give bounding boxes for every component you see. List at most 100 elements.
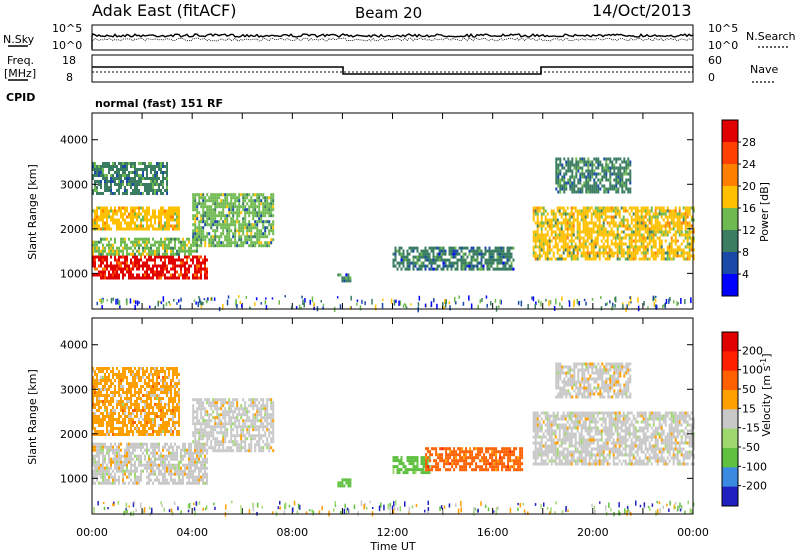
echo-cell bbox=[270, 196, 273, 200]
echo-cell bbox=[506, 267, 509, 271]
echo-cell bbox=[160, 385, 162, 388]
echo-cell bbox=[150, 258, 152, 262]
echo-cell bbox=[272, 193, 275, 197]
echo-cell bbox=[561, 184, 564, 188]
echo-cell bbox=[96, 382, 98, 385]
echo-cell bbox=[610, 239, 613, 243]
echo-cell bbox=[178, 445, 180, 449]
echo-cell bbox=[160, 215, 162, 219]
echo-cell bbox=[571, 184, 574, 188]
echo-cell bbox=[160, 192, 162, 195]
echo-cell bbox=[124, 433, 126, 436]
echo-cell bbox=[160, 273, 162, 277]
echo-cell bbox=[672, 254, 675, 258]
echo-cell bbox=[258, 229, 261, 233]
echo-cell bbox=[94, 267, 96, 271]
echo-cell bbox=[250, 202, 253, 206]
echo-cell bbox=[132, 445, 134, 449]
echo-cell bbox=[152, 481, 154, 485]
echo-cell bbox=[132, 370, 134, 373]
echo-cell bbox=[150, 457, 152, 461]
echo-cell bbox=[555, 175, 558, 179]
echo-cell bbox=[656, 212, 659, 216]
echo-cell bbox=[108, 171, 110, 174]
echo-cell bbox=[136, 215, 138, 219]
echo-cell bbox=[450, 261, 453, 265]
echo-cell bbox=[216, 199, 219, 203]
echo-cell bbox=[96, 403, 98, 406]
echo-cell bbox=[194, 232, 197, 236]
echo-cell bbox=[242, 244, 245, 248]
echo-cell bbox=[607, 169, 610, 173]
echo-cell bbox=[508, 255, 511, 259]
echo-cell bbox=[152, 267, 154, 271]
echo-cell bbox=[92, 240, 94, 244]
echo-cell bbox=[106, 206, 108, 210]
echo-cell bbox=[234, 202, 237, 206]
echo-cell bbox=[130, 394, 132, 397]
echo-cell bbox=[202, 463, 204, 467]
echo-cell bbox=[630, 242, 633, 246]
echo-cell bbox=[611, 166, 614, 170]
echo-cell bbox=[156, 255, 158, 259]
echo-cell bbox=[184, 442, 186, 446]
echo-cell bbox=[170, 206, 172, 210]
echo-cell bbox=[108, 460, 110, 464]
echo-cell bbox=[102, 218, 104, 222]
echo-cell bbox=[609, 157, 612, 161]
echo-cell bbox=[226, 232, 229, 236]
echo-cell bbox=[258, 220, 261, 224]
echo-cell bbox=[638, 227, 641, 231]
echo-cell bbox=[578, 224, 581, 228]
echo-cell bbox=[112, 246, 114, 250]
echo-cell bbox=[212, 217, 215, 221]
echo-cell bbox=[532, 233, 535, 237]
echo-cell bbox=[662, 230, 665, 234]
echo-cell bbox=[120, 409, 122, 412]
echo-cell bbox=[610, 242, 613, 246]
echo-cell bbox=[164, 255, 166, 259]
echo-cell bbox=[124, 165, 126, 168]
echo-cell bbox=[676, 245, 679, 249]
echo-cell bbox=[124, 189, 126, 192]
echo-cell bbox=[208, 208, 211, 212]
echo-cell bbox=[202, 205, 205, 209]
echo-cell bbox=[580, 245, 583, 249]
echo-cell bbox=[603, 169, 606, 173]
echo-cell bbox=[660, 242, 663, 246]
echo-cell bbox=[672, 212, 675, 216]
echo-cell bbox=[174, 212, 176, 216]
echo-cell bbox=[130, 246, 132, 250]
echo-cell bbox=[654, 224, 657, 228]
echo-cell bbox=[571, 187, 574, 191]
echo-cell bbox=[566, 251, 569, 255]
echo-cell bbox=[627, 178, 630, 182]
echo-cell bbox=[476, 267, 479, 271]
scatter-cell bbox=[138, 301, 140, 304]
echo-cell bbox=[98, 397, 100, 400]
echo-cell bbox=[108, 481, 110, 485]
echo-cell bbox=[593, 190, 596, 194]
echo-cell bbox=[126, 165, 128, 168]
echo-cell bbox=[166, 246, 168, 250]
echo-cell bbox=[230, 211, 233, 215]
echo-cell bbox=[532, 248, 535, 252]
echo-cell bbox=[170, 249, 172, 253]
echo-cell bbox=[266, 199, 269, 203]
echo-cell bbox=[178, 212, 180, 216]
echo-cell bbox=[585, 184, 588, 188]
echo-cell bbox=[426, 249, 429, 253]
echo-cell bbox=[640, 242, 643, 246]
echo-cell bbox=[555, 163, 558, 167]
echo-cell bbox=[228, 244, 231, 248]
echo-cell bbox=[92, 192, 94, 195]
echo-cell bbox=[194, 208, 197, 212]
echo-cell bbox=[116, 451, 118, 455]
echo-cell bbox=[98, 430, 100, 433]
echo-cell bbox=[686, 206, 689, 210]
echo-cell bbox=[114, 240, 116, 244]
echo-cell bbox=[108, 215, 110, 219]
echo-cell bbox=[168, 227, 170, 231]
echo-cell bbox=[140, 162, 142, 165]
echo-cell bbox=[92, 391, 94, 394]
